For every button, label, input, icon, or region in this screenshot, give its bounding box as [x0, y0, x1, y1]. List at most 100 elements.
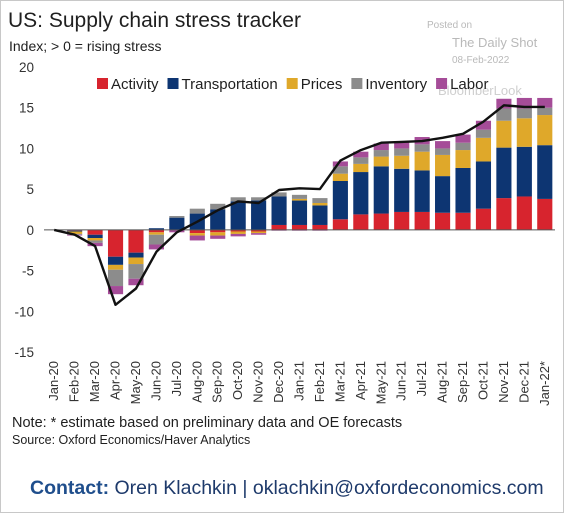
bar-segment — [271, 224, 287, 230]
bar-segment — [332, 166, 348, 174]
bar-segment — [516, 97, 532, 109]
x-tick-label: Feb-20 — [67, 361, 82, 402]
bar-segment — [373, 150, 389, 157]
bar-segment — [169, 217, 185, 230]
bar-segment — [394, 168, 410, 212]
bar-segment — [251, 229, 267, 232]
bar-segment — [148, 229, 164, 233]
bar-segment — [87, 242, 103, 247]
bar-segment — [475, 137, 492, 162]
bar-segment — [373, 156, 389, 167]
bar-segment — [87, 238, 103, 241]
watermark-publisher: The Daily Shot — [452, 35, 538, 50]
bar-segment — [435, 141, 451, 149]
bar-segment — [435, 176, 451, 213]
x-tick-label: Aug-20 — [189, 361, 204, 403]
bar-segment — [373, 166, 389, 214]
bar-segment — [271, 196, 287, 225]
legend-swatch — [286, 78, 298, 89]
x-tick-label: Jul-21 — [414, 361, 429, 396]
bar-segment — [475, 120, 492, 130]
bar-segment — [516, 118, 532, 147]
bar-segment — [230, 233, 246, 237]
bar-segment — [475, 208, 492, 230]
x-tick-label: Sep-20 — [210, 361, 225, 403]
bar-segment — [210, 209, 226, 230]
x-tick-label: Apr-20 — [108, 361, 123, 400]
bar-segment — [455, 167, 471, 213]
legend-swatch — [351, 78, 363, 89]
x-tick-label: Mar-20 — [87, 361, 102, 402]
bar-segment — [496, 108, 512, 121]
bar-segment — [189, 233, 205, 236]
bar-segment — [414, 211, 430, 230]
bar-segment — [496, 147, 512, 199]
bar-segment — [435, 148, 451, 155]
bar-segment — [251, 233, 267, 235]
bar-segment — [128, 278, 144, 286]
x-tick-label: Sep-21 — [455, 361, 470, 403]
y-tick-label: 10 — [19, 141, 34, 156]
x-tick-label: Mar-21 — [332, 361, 347, 402]
bar-segment — [291, 224, 308, 230]
bar-segment — [87, 234, 103, 238]
legend-swatch — [436, 78, 448, 89]
contact-line: Contact: Oren Klachkin | oklachkin@oxfor… — [30, 477, 544, 500]
bar-segment — [128, 229, 144, 253]
x-tick-label: Nov-21 — [496, 361, 511, 403]
bar-segment — [373, 143, 389, 151]
bar-segment — [455, 142, 471, 151]
bar-segment — [210, 203, 226, 210]
y-tick-label: 15 — [19, 101, 34, 116]
bar-segment — [230, 229, 246, 232]
x-tick-label: May-21 — [373, 361, 388, 404]
y-tick-label: -10 — [14, 304, 34, 319]
bar-segment — [210, 232, 226, 236]
bar-segment — [271, 192, 287, 197]
watermark-ghost: BloomberLook — [438, 83, 522, 98]
bar-segment — [148, 232, 164, 235]
bar-segment — [87, 229, 103, 235]
chart-source: Source: Oxford Economics/Haver Analytics — [12, 433, 251, 447]
x-tick-label: Jun-21 — [394, 361, 409, 401]
bar-segment — [414, 144, 430, 152]
bar-segment — [394, 141, 410, 149]
bar-segment — [516, 108, 532, 119]
bar-segment — [475, 129, 492, 138]
legend-label: Labor — [450, 76, 488, 93]
bar-segment — [189, 235, 205, 241]
bar-segment — [107, 269, 124, 287]
chart-note: Note: * estimate based on preliminary da… — [12, 415, 403, 431]
bar-segment — [251, 200, 267, 230]
bar-segment — [475, 161, 492, 209]
x-tick-label: Jun-20 — [148, 361, 163, 401]
x-tick-label: Jan-20 — [46, 361, 61, 401]
bar-segment — [251, 231, 267, 234]
x-tick-label: Dec-21 — [516, 361, 531, 403]
bar-segment — [537, 198, 553, 230]
bar-segment — [435, 154, 451, 177]
bar-segment — [516, 196, 532, 230]
bar-segment — [107, 264, 124, 270]
bar-segment — [189, 229, 205, 234]
bar-segment — [128, 252, 144, 258]
bar-segment — [230, 231, 246, 234]
bar-segment — [414, 151, 430, 171]
legend-label: Prices — [301, 76, 343, 93]
contact-label: Contact: — [30, 477, 110, 499]
x-tick-label: Jan-22* — [537, 361, 552, 406]
bar-segment — [414, 170, 430, 212]
bar-segment — [189, 208, 205, 214]
x-tick-label: Aug-21 — [435, 361, 450, 403]
bar-segment — [67, 231, 83, 234]
x-tick-label: Feb-21 — [312, 361, 327, 402]
bar-segment — [312, 198, 328, 203]
bar-segment — [210, 229, 226, 233]
bar-segment — [353, 163, 369, 173]
bar-segment — [394, 211, 410, 230]
bar-segment — [455, 134, 471, 143]
bar-segment — [537, 145, 553, 199]
bar-segment — [230, 201, 246, 230]
chart-title: US: Supply chain stress tracker — [8, 9, 301, 32]
